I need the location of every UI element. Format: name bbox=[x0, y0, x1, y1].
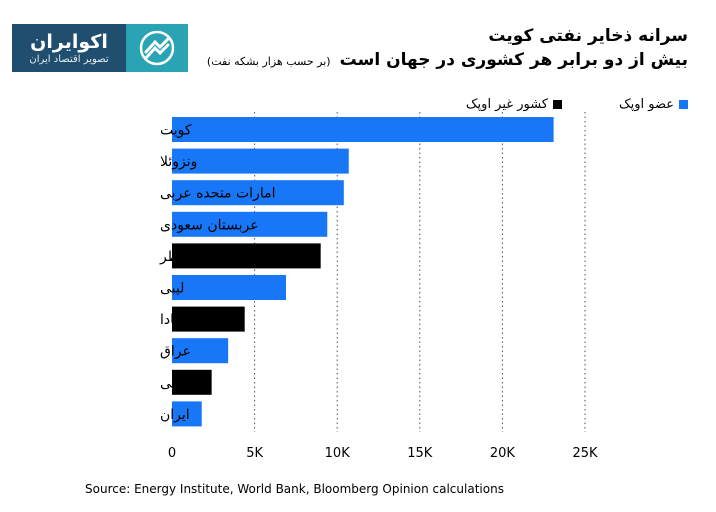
category-label: ونزوئلا bbox=[160, 154, 197, 170]
bar bbox=[172, 180, 344, 206]
category-label: امارات متحده عربی bbox=[160, 186, 275, 202]
bar bbox=[172, 117, 554, 142]
x-tick-label: 20K bbox=[490, 446, 516, 461]
category-label: برونئی bbox=[160, 375, 198, 391]
category-label: ایران bbox=[160, 407, 190, 423]
x-tick-label: 15K bbox=[407, 446, 433, 461]
legend-label-opec: عضو اوپک bbox=[618, 96, 674, 112]
bar bbox=[172, 369, 212, 395]
legend-swatch-non-opec bbox=[553, 99, 562, 109]
legend-item-non-opec: کشور غیر اوپک bbox=[466, 96, 562, 112]
logo-name: اکوایران bbox=[30, 30, 108, 53]
chart-unit-note: (بر حسب هزار بشکه نفت) bbox=[206, 55, 331, 68]
legend-label-non-opec: کشور غیر اوپک bbox=[465, 96, 548, 112]
bar bbox=[172, 306, 245, 332]
chart-title: سرانه ذخایر نفتی کویت bbox=[488, 26, 688, 46]
category-label: عربستان سعودی bbox=[160, 217, 259, 233]
bar bbox=[172, 401, 202, 427]
bar bbox=[172, 275, 286, 300]
category-label: لیبی bbox=[160, 281, 184, 297]
x-tick-label: 25K bbox=[572, 446, 598, 461]
bar bbox=[172, 243, 321, 269]
logo-tagline: تصویر اقتصاد ایران bbox=[29, 53, 109, 65]
category-label: قطر bbox=[159, 249, 186, 265]
legend-item-opec: عضو اوپک bbox=[619, 96, 688, 112]
chart-subtitle-line: بیش از دو برابر هر کشوری در جهان است (بر… bbox=[207, 50, 688, 70]
category-label: کانادا bbox=[160, 312, 190, 328]
logo-mark-icon bbox=[126, 24, 188, 72]
brand-logo: اکوایران تصویر اقتصاد ایران bbox=[12, 24, 188, 72]
category-label: کویت bbox=[160, 123, 192, 139]
source-note: Source: Energy Institute, World Bank, Bl… bbox=[85, 482, 504, 496]
legend-swatch-opec bbox=[679, 99, 688, 109]
bar bbox=[172, 211, 328, 237]
x-tick-label: 5K bbox=[246, 446, 263, 461]
bar bbox=[172, 148, 349, 174]
x-tick-label: 10K bbox=[325, 446, 351, 461]
logo-wordmark: اکوایران تصویر اقتصاد ایران bbox=[12, 24, 126, 72]
x-tick-label: 0 bbox=[168, 446, 176, 461]
category-label: عراق bbox=[160, 344, 191, 360]
bar bbox=[172, 338, 229, 364]
chart-subtitle: بیش از دو برابر هر کشوری در جهان است bbox=[339, 50, 688, 70]
